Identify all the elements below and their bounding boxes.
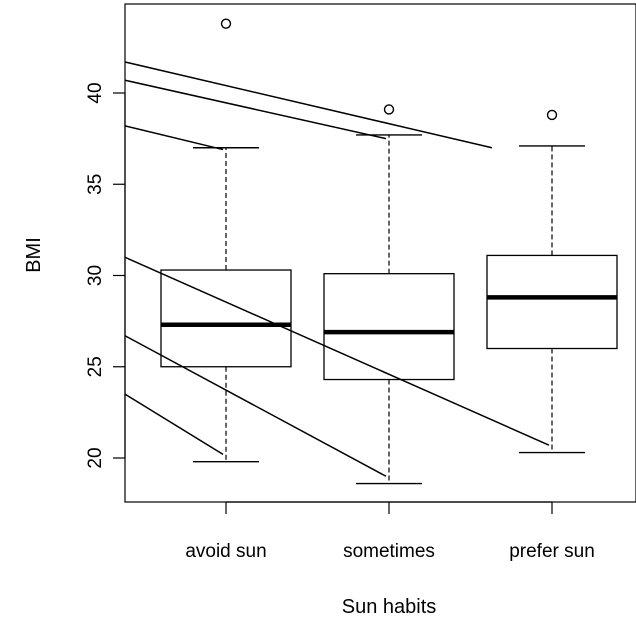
- iqr-box: [323, 273, 455, 381]
- overlay-line: [124, 79, 387, 140]
- box-group: [160, 18, 292, 463]
- overlay-line: [124, 256, 550, 446]
- y-axis-label: BMI: [23, 237, 45, 273]
- overlay-line: [124, 61, 493, 149]
- chart-axes: 20 25 30 35 40 avoid sun sometimes prefer sun: [85, 82, 595, 562]
- x-tick-label: sometimes: [343, 541, 435, 562]
- iqr-box: [160, 269, 292, 368]
- iqr-box: [486, 254, 618, 350]
- plot-frame: [124, 3, 636, 503]
- overlay-line: [124, 125, 224, 151]
- x-tick-label: prefer sun: [509, 541, 595, 562]
- box-group: [486, 109, 618, 454]
- overlay-line: [124, 393, 224, 455]
- x-tick-label: avoid sun: [185, 541, 266, 562]
- chart-marks: [160, 18, 618, 485]
- y-tick-label: 20: [85, 447, 106, 468]
- overlay-line: [124, 335, 387, 477]
- outlier-point: [546, 109, 558, 121]
- outlier-point: [220, 18, 232, 29]
- y-tick-label: 25: [85, 356, 106, 377]
- outlier-point: [383, 104, 395, 115]
- overlay-lines: [124, 61, 550, 477]
- box-group: [323, 104, 455, 485]
- y-tick-label: 35: [85, 174, 106, 195]
- y-tick-label: 40: [85, 82, 106, 103]
- y-tick-label: 30: [85, 265, 106, 286]
- x-axis-label: Sun habits: [342, 596, 437, 618]
